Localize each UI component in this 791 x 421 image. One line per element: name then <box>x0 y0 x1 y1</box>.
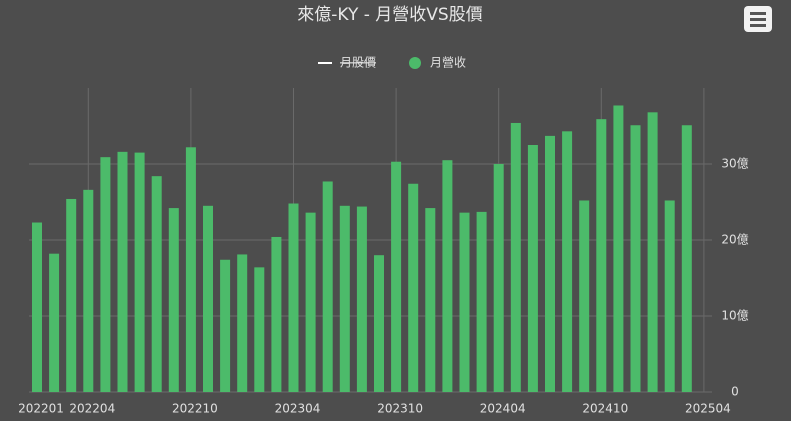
bar <box>681 125 692 393</box>
y-tick-label: 30億 <box>721 157 748 171</box>
legend-item[interactable]: 月股價 <box>318 56 376 70</box>
x-tick-label: 202410 <box>582 402 628 416</box>
x-tick-label: 202404 <box>480 402 526 416</box>
menu-icon <box>750 18 766 21</box>
bar <box>545 135 555 392</box>
bar <box>493 164 504 392</box>
bar <box>134 152 145 392</box>
bar <box>203 205 213 392</box>
y-tick-label: 10億 <box>721 309 748 323</box>
bar <box>100 157 111 392</box>
bar <box>168 208 179 392</box>
bar <box>613 105 624 392</box>
bar <box>356 206 367 392</box>
chart-title: 來億-KY - 月營收VS股價 <box>297 5 482 25</box>
bar <box>339 205 350 392</box>
bar <box>185 147 196 392</box>
x-tick-label: 202504 <box>685 402 731 416</box>
bar <box>527 145 538 392</box>
bar <box>630 125 641 393</box>
bar <box>220 259 231 392</box>
x-tick-label: 202204 <box>69 402 115 416</box>
bar <box>391 161 402 392</box>
x-tick-label: 202304 <box>275 402 321 416</box>
legend-item[interactable]: 月營收 <box>409 56 466 70</box>
legend-marker <box>409 57 421 69</box>
menu-button[interactable] <box>744 6 772 32</box>
bar <box>476 211 487 392</box>
bar <box>562 131 573 392</box>
bar <box>271 236 282 392</box>
bar <box>510 122 521 393</box>
bar <box>237 254 248 392</box>
bar <box>254 267 265 392</box>
legend-label: 月股價 <box>340 56 376 70</box>
bar <box>442 160 453 392</box>
y-tick-label: 20億 <box>721 233 748 247</box>
x-tick-label: 202310 <box>377 402 423 416</box>
bar <box>647 112 658 392</box>
bar <box>66 198 77 392</box>
bar <box>374 255 384 392</box>
y-tick-label: 0 <box>731 385 739 399</box>
bar <box>459 212 470 392</box>
menu-icon <box>750 12 766 15</box>
bar <box>117 151 128 392</box>
bar <box>151 176 162 392</box>
bar <box>664 200 675 392</box>
menu-icon <box>750 24 766 27</box>
bar <box>579 200 590 392</box>
bar <box>305 212 316 392</box>
x-tick-label: 202210 <box>172 402 218 416</box>
bar <box>49 253 60 392</box>
bar <box>425 208 436 392</box>
bar <box>322 181 333 392</box>
bar <box>596 119 607 392</box>
bar <box>83 189 94 392</box>
legend-label: 月營收 <box>430 56 466 70</box>
bar <box>288 203 299 392</box>
bar <box>408 183 419 392</box>
bar <box>32 222 42 392</box>
x-tick-label: 202201 <box>18 402 64 416</box>
